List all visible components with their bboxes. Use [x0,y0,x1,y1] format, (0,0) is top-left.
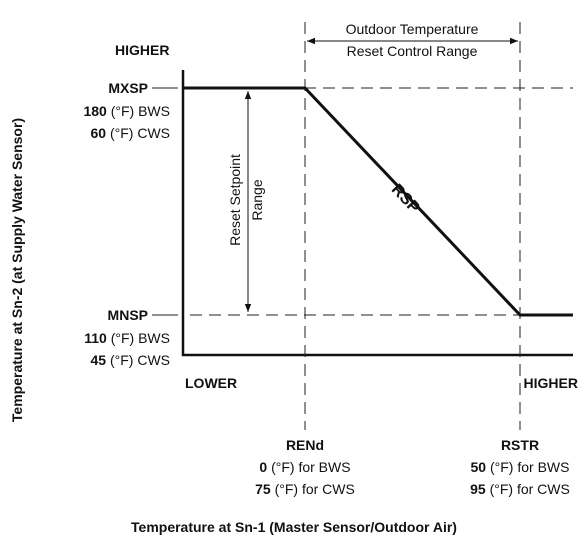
x-axis-title: Temperature at Sn-1 (Master Sensor/Outdo… [131,519,457,535]
y-high: HIGHER [115,42,169,58]
rstr-bws: 50 (°F) for BWS [471,459,570,475]
rstr-cws: 95 (°F) for CWS [470,481,570,497]
rsp-curve [183,86,573,317]
max-label: MXSP [108,80,148,96]
x-high: HIGHER [524,375,578,391]
range-line2: Reset Control Range [347,43,478,59]
min-label: MNSP [108,307,148,323]
setpoint-line1: Reset Setpoint [227,154,243,246]
range-line1: Outdoor Temperature [346,21,479,37]
rend-label: RENd [286,437,324,453]
y-axis-title: Temperature at Sn-2 (at Supply Water Sen… [9,118,25,422]
min-cws: 45 (°F) CWS [91,352,171,368]
min-bws: 110 (°F) BWS [84,330,170,346]
max-cws: 60 (°F) CWS [91,125,171,141]
rend-cws: 75 (°F) for CWS [255,481,355,497]
rstr-label: RSTR [501,437,539,453]
x-low: LOWER [185,375,237,391]
rend-bws: 0 (°F) for BWS [259,459,350,475]
max-bws: 180 (°F) BWS [83,103,170,119]
curve-label: RSP [388,181,423,217]
setpoint-line2: Range [249,179,265,220]
